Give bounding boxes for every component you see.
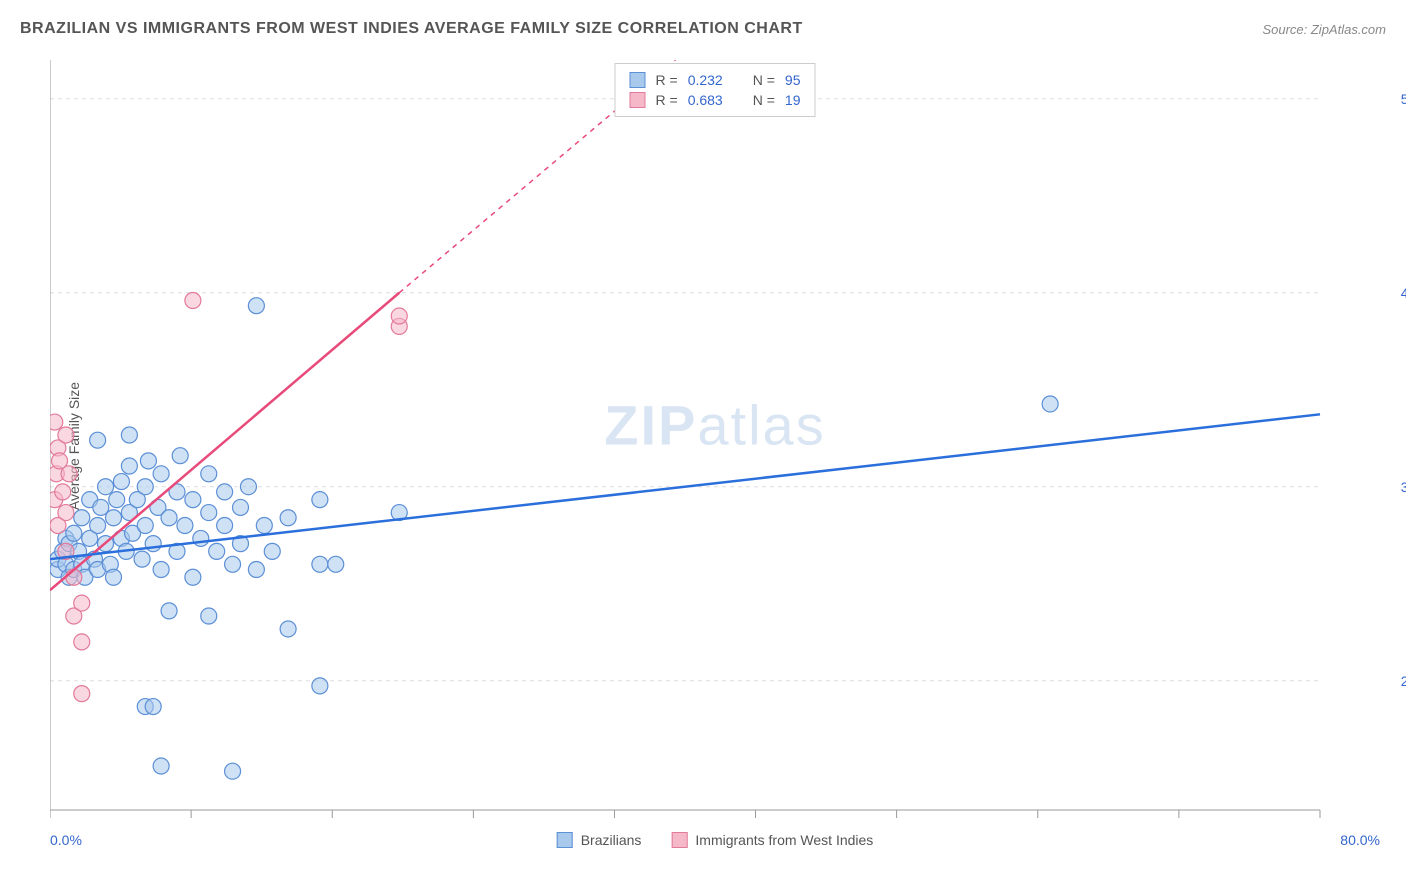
stats-row-west-indies: R = 0.683 N = 19 (630, 90, 801, 110)
source-prefix: Source: (1262, 22, 1310, 37)
stats-box: R = 0.232 N = 95 R = 0.683 N = 19 (615, 63, 816, 117)
chart-area: ZIPatlas R = 0.232 N = 95 R = 0.683 N = … (50, 60, 1380, 820)
stats-n-label: N = (753, 92, 775, 108)
legend-label-brazilians: Brazilians (581, 832, 642, 848)
stats-r-value-west-indies: 0.683 (688, 92, 723, 108)
stats-r-value-brazilians: 0.232 (688, 72, 723, 88)
stats-n-value-brazilians: 95 (785, 72, 801, 88)
scatter-plot (50, 60, 1380, 820)
y-tick-label: 5.00 (1401, 91, 1406, 107)
x-axis-max-label: 80.0% (1340, 832, 1380, 848)
chart-header: BRAZILIAN VS IMMIGRANTS FROM WEST INDIES… (20, 20, 1386, 38)
stats-swatch-brazilians (630, 72, 646, 88)
legend-label-west-indies: Immigrants from West Indies (695, 832, 873, 848)
chart-title: BRAZILIAN VS IMMIGRANTS FROM WEST INDIES… (20, 20, 803, 38)
stats-n-label: N = (753, 72, 775, 88)
stats-row-brazilians: R = 0.232 N = 95 (630, 70, 801, 90)
y-tick-label: 4.25 (1401, 285, 1406, 301)
stats-n-value-west-indies: 19 (785, 92, 801, 108)
stats-r-label: R = (656, 92, 678, 108)
source-name: ZipAtlas.com (1311, 22, 1386, 37)
legend-swatch-west-indies (671, 832, 687, 848)
legend-item-west-indies: Immigrants from West Indies (671, 832, 873, 848)
stats-r-label: R = (656, 72, 678, 88)
x-axis-min-label: 0.0% (50, 832, 82, 848)
y-tick-label: 3.50 (1401, 479, 1406, 495)
bottom-legend: Brazilians Immigrants from West Indies (557, 832, 874, 848)
legend-swatch-brazilians (557, 832, 573, 848)
source-attribution: Source: ZipAtlas.com (1262, 22, 1386, 37)
stats-swatch-west-indies (630, 92, 646, 108)
legend-item-brazilians: Brazilians (557, 832, 642, 848)
y-tick-label: 2.75 (1401, 673, 1406, 689)
